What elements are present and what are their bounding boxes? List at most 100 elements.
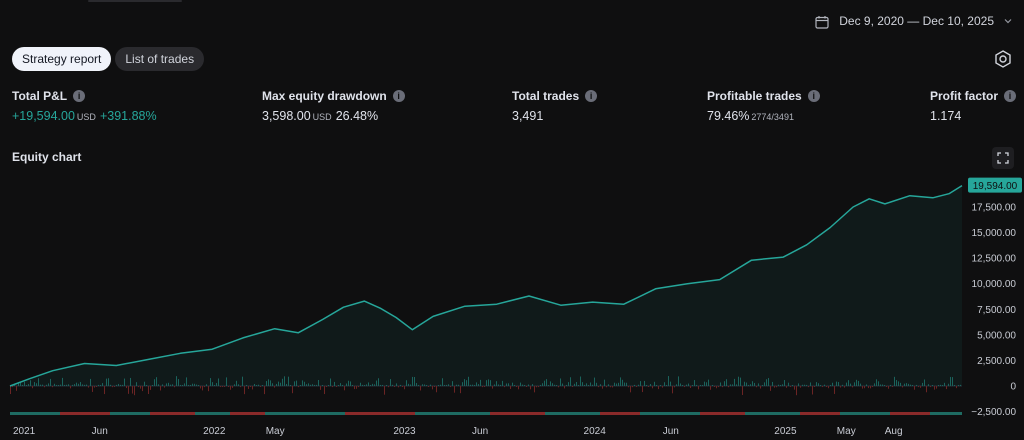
trade-bar [174,386,175,388]
tab-strategy-report[interactable]: Strategy report [12,47,112,71]
y-tick-label: 2,500.00 [977,356,1016,367]
trade-bar [358,386,359,388]
trade-bar [424,384,425,386]
trade-bar [534,386,535,393]
trade-bar [530,386,531,390]
trade-bar [190,384,191,386]
x-tick-label: Jun [472,426,488,437]
tab-list-of-trades[interactable]: List of trades [115,47,205,71]
date-range-selector[interactable]: Dec 9, 2020 — Dec 10, 2025 [815,14,1012,29]
settings-icon[interactable] [993,49,1013,69]
trade-bar [260,386,261,387]
trade-bar [34,382,35,386]
period-strip-segment [490,412,545,415]
trade-bar [626,382,627,386]
trade-bar [758,383,759,386]
trade-bar [906,383,907,386]
trade-bar [890,384,891,386]
trade-bar [98,384,99,386]
trade-bar [640,381,641,386]
expand-icon[interactable] [992,147,1014,169]
trade-bar [908,383,909,386]
trade-bar [156,377,157,386]
trade-bar [320,386,321,390]
trade-bar [184,383,185,386]
trade-bar [118,383,119,386]
trade-bar [18,383,19,386]
x-tick-label: Jun [92,426,108,437]
trade-bar [108,378,109,386]
trade-bar [138,386,139,388]
period-strip-segment [230,412,265,415]
trade-bar [92,386,93,392]
trade-bar [112,386,113,388]
trade-bar [250,386,251,388]
trade-bar [150,386,151,390]
trade-bar [40,384,41,386]
trade-bar [340,383,341,386]
trade-bar [946,386,947,390]
x-tick-label: May [266,426,285,437]
trade-bar [782,384,783,386]
total-pl-unit: USD [76,112,96,122]
equity-chart-title: Equity chart [12,150,82,164]
trade-bar [604,379,605,386]
current-value-badge [968,177,1022,193]
trade-bar [172,384,173,386]
current-value-label: 19,594.00 [973,181,1018,192]
trade-bar [44,386,45,388]
trade-bar [500,384,501,386]
trade-bar [388,386,389,388]
info-icon[interactable]: i [807,90,820,102]
trade-bar [870,386,871,389]
trade-bar [934,386,935,390]
trade-bar [218,378,219,386]
info-icon[interactable]: i [73,90,86,102]
trade-bar [952,377,953,386]
trade-bar [288,376,289,386]
trade-bar [484,386,485,388]
trade-bar [512,382,513,386]
trade-bar [116,384,117,386]
trade-bar [74,384,75,386]
period-strip-segment [930,412,962,415]
trade-bar [206,384,207,386]
info-icon[interactable]: i [1004,90,1017,102]
trade-bar [768,378,769,386]
trade-bar [590,382,591,386]
trade-bar [542,383,543,386]
metric-total-pl: Total P&L i +19,594.00 USD +391.88% [12,89,157,123]
y-tick-label: 7,500.00 [977,305,1016,316]
trade-bar [846,382,847,386]
metric-profitable-trades: Profitable trades i 79.46% 2774/3491 [707,89,820,123]
trade-bar [716,386,717,389]
trade-bar [298,386,299,388]
trade-bar [354,386,355,390]
trade-bar [578,384,579,386]
trade-bar [408,383,409,386]
trade-bar [614,382,615,386]
x-tick-label: Aug [885,426,903,437]
top-tab-indicator [88,0,182,2]
trade-bar [344,386,345,391]
trade-bar [80,382,81,386]
metric-label: Max equity drawdown [262,89,387,103]
trade-bar [152,384,153,386]
trade-bar [632,386,633,388]
info-icon[interactable]: i [392,90,405,102]
trade-bar [182,384,183,386]
info-icon[interactable]: i [585,90,598,102]
trade-bar [456,384,457,386]
trade-bar [154,379,155,386]
trade-bar [402,386,403,388]
x-tick-label: 2025 [774,426,797,437]
trade-bar [488,379,489,386]
trade-bar [606,386,607,388]
trade-bar [912,384,913,386]
trade-bar [558,386,559,388]
trade-bar [472,384,473,386]
trade-bar [892,386,893,388]
trade-bar [110,384,111,386]
trade-bar [784,380,785,386]
trade-bar [492,386,493,389]
